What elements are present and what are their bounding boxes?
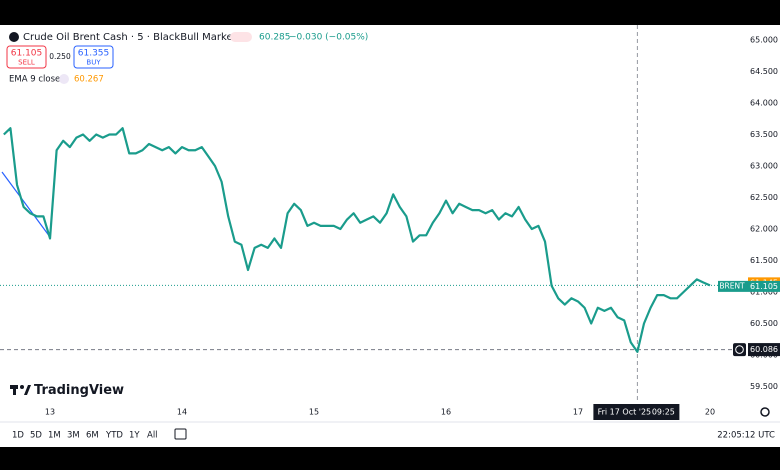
status-pill: [230, 32, 252, 42]
y-tick-label: 63.500: [750, 130, 778, 139]
last-price-badge: [718, 280, 780, 292]
logo-mark: [24, 385, 31, 395]
indicator-icon: [59, 74, 69, 84]
header-price: 60.285: [259, 33, 291, 43]
last-price-label: 61.105: [750, 282, 778, 291]
sell-label: SELL: [18, 59, 35, 67]
sell-button[interactable]: [6, 45, 47, 69]
plot-area: [0, 25, 748, 403]
spread: 0.250: [49, 52, 71, 61]
x-tick-label: 14: [177, 408, 187, 417]
y-tick-label: 62.500: [750, 193, 778, 202]
x-tick-label: 15: [309, 408, 319, 417]
range-button[interactable]: 1Y: [129, 431, 140, 441]
y-tick-label: 59.500: [750, 382, 778, 391]
x-tick-label: 17: [573, 408, 583, 417]
chart-background: [0, 25, 780, 447]
range-button[interactable]: 3M: [67, 431, 80, 441]
series-name-badge: BRENT: [719, 281, 745, 290]
y-tick-label: 61.500: [750, 256, 778, 265]
y-tick-label: 62.000: [750, 225, 778, 234]
logo-mark: [20, 385, 24, 389]
settings-icon[interactable]: [760, 407, 770, 417]
crosshair-plus-icon: [735, 345, 744, 354]
y-tick-label: 64.500: [750, 67, 778, 76]
trend-line-drawing: [1, 171, 51, 238]
crosshair-time: 09:25: [652, 408, 675, 417]
crosshair-date: Fri 17 Oct '25: [598, 408, 652, 417]
indicator-name: EMA 9 close: [9, 75, 60, 85]
indicator-value: 60.267: [74, 75, 104, 85]
logo-mark: [13, 385, 16, 395]
range-button[interactable]: 6M: [86, 431, 99, 441]
clock: 22:05:12 UTC: [717, 431, 775, 441]
y-tick-label: 63.000: [750, 162, 778, 171]
range-button[interactable]: 5D: [30, 431, 42, 441]
bottom-bar: [0, 447, 780, 470]
header-change: −0.030 (−0.05%): [289, 33, 368, 43]
top-bar: [0, 0, 780, 25]
sell-price: 61.105: [11, 49, 43, 59]
x-tick-label: 20: [705, 408, 715, 417]
y-tick-label: 60.500: [750, 319, 778, 328]
y-tick-label: 61.000: [750, 288, 778, 297]
calendar-icon[interactable]: [174, 428, 187, 440]
range-button[interactable]: 1M: [48, 431, 61, 441]
symbol-icon: [9, 32, 19, 42]
y-tick-label: 64.000: [750, 99, 778, 108]
symbol-title: Crude Oil Brent Cash · 5 · BlackBull Mar…: [23, 32, 242, 43]
crosshair-price: 60.086: [750, 345, 778, 354]
buy-label: BUY: [86, 59, 101, 67]
range-button[interactable]: 1D: [12, 431, 24, 441]
range-button[interactable]: All: [147, 431, 158, 441]
crosshair-plus-button[interactable]: [733, 343, 746, 357]
buy-price: 61.355: [78, 49, 110, 59]
crosshair-badge: [748, 343, 780, 357]
x-tick-label: 16: [441, 408, 451, 417]
buy-button[interactable]: [73, 45, 114, 69]
crosshair-time-badge: [593, 404, 680, 420]
y-tick-label: 65.000: [750, 36, 778, 45]
x-tick-label: 13: [45, 408, 55, 417]
range-button[interactable]: YTD: [105, 431, 123, 441]
logo-text: TradingView: [34, 383, 124, 398]
price-line: [3, 127, 711, 353]
